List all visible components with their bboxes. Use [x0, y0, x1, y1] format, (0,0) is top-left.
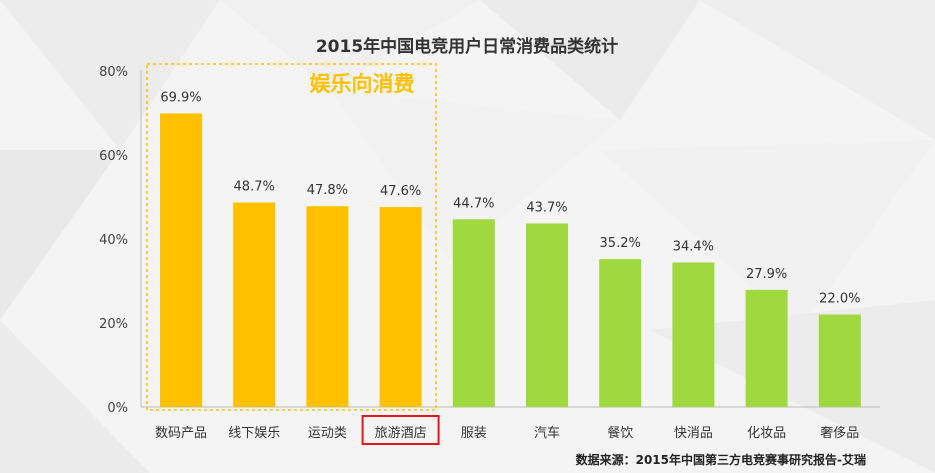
- entertainment-group-label: 娱乐向消费: [310, 72, 415, 96]
- chart-title: 2015年中国电竞用户日常消费品类统计: [316, 36, 618, 57]
- bar: [306, 206, 349, 407]
- bar: [526, 223, 568, 407]
- category-label: 快消品: [674, 426, 713, 441]
- entertainment-group-box: [146, 63, 437, 411]
- bar: [672, 262, 715, 407]
- value-labels: 69.9% 48.7% 47.8% 47.6% 44.7% 43.7% 35.2% 34.4%…: [160, 90, 860, 306]
- category-label: 线下娱乐: [228, 426, 280, 441]
- bar: [452, 219, 495, 407]
- value-label: 44.7%: [453, 196, 494, 211]
- bar: [379, 207, 422, 407]
- y-tick-label: 0%: [107, 401, 128, 416]
- category-label: 数码产品: [155, 426, 207, 441]
- source-note: 数据来源：2015年中国第三方电竞赛事研究报告-艾瑞: [576, 452, 866, 467]
- bars: [160, 113, 861, 408]
- category-label: 汽车: [534, 425, 560, 441]
- value-label: 35.2%: [600, 236, 641, 251]
- y-tick-labels: 0% 20% 40% 60% 80%: [99, 65, 128, 416]
- value-label: 43.7%: [526, 200, 567, 215]
- bar: [233, 202, 276, 407]
- value-label: 22.0%: [819, 292, 860, 307]
- category-label: 餐饮: [607, 425, 633, 441]
- value-label: 47.8%: [307, 183, 348, 198]
- bar: [160, 113, 202, 408]
- value-label: 47.6%: [380, 184, 421, 199]
- category-label: 奢侈品: [820, 426, 859, 441]
- bar: [818, 314, 861, 407]
- value-label: 34.4%: [673, 240, 714, 255]
- category-label: 运动类: [308, 426, 347, 441]
- y-tick-label: 60%: [99, 149, 128, 164]
- category-label: 服装: [461, 426, 487, 441]
- bar: [745, 289, 788, 407]
- category-label: 旅游酒店: [375, 426, 427, 441]
- category-labels: 数码产品 线下娱乐 运动类 旅游酒店 服装 汽车 餐饮 快消品 化妆品 奢侈品: [155, 425, 859, 441]
- bar: [599, 259, 642, 407]
- y-tick-label: 20%: [99, 317, 128, 332]
- highlighted-category-box: [361, 415, 440, 445]
- y-tick-label: 40%: [99, 233, 128, 248]
- value-label: 27.9%: [746, 267, 787, 282]
- value-label: 69.9%: [160, 90, 201, 105]
- value-label: 48.7%: [234, 179, 275, 194]
- y-tick-label: 80%: [99, 65, 128, 80]
- category-label: 化妆品: [747, 426, 786, 441]
